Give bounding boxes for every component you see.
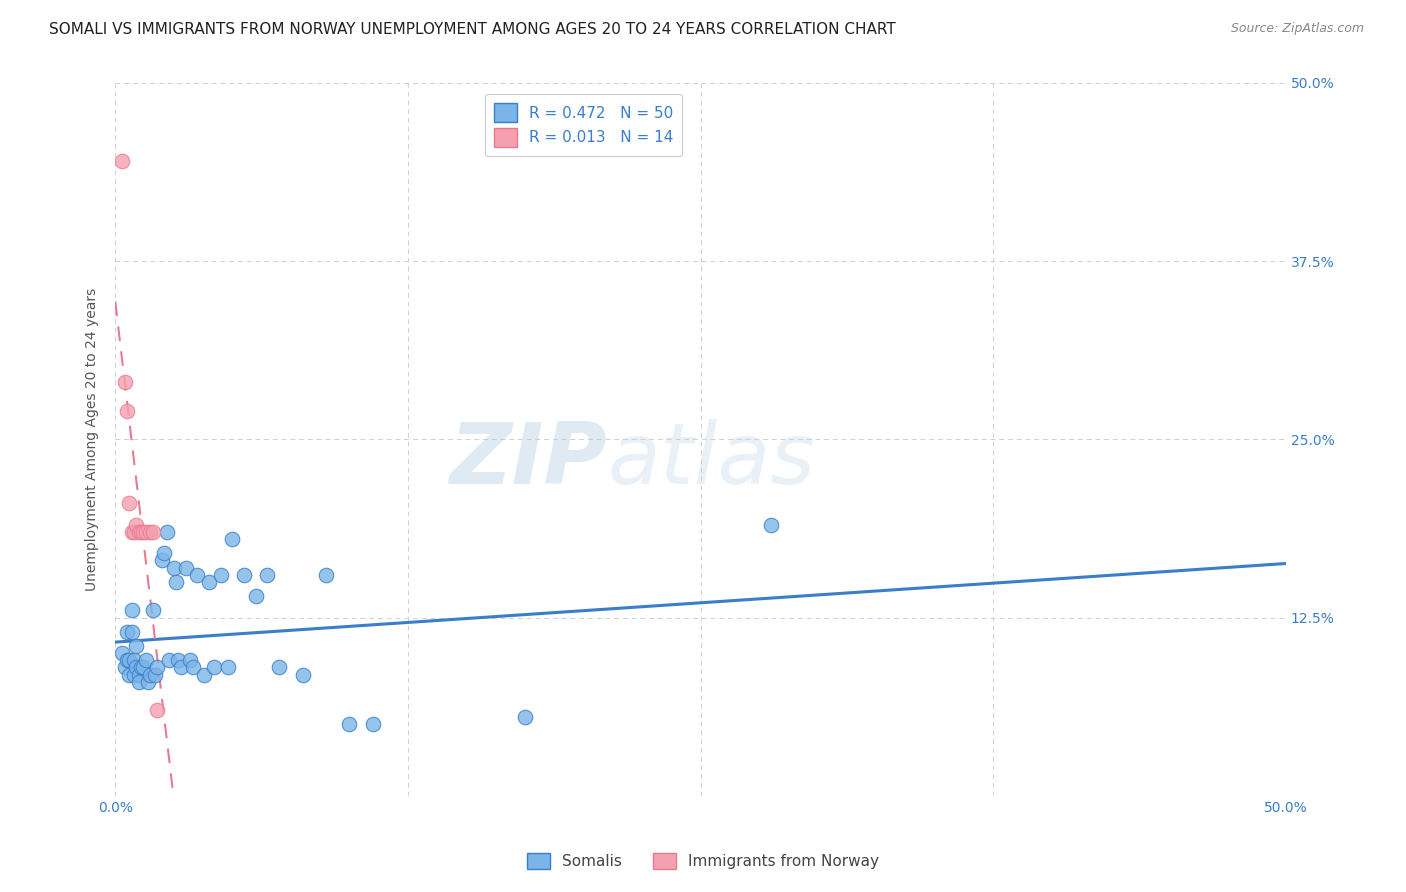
Point <box>209 567 232 582</box>
Point <box>174 560 197 574</box>
Point <box>179 653 201 667</box>
Point <box>513 710 536 724</box>
Text: SOMALI VS IMMIGRANTS FROM NORWAY UNEMPLOYMENT AMONG AGES 20 TO 24 YEARS CORRELAT: SOMALI VS IMMIGRANTS FROM NORWAY UNEMPLO… <box>49 22 896 37</box>
Point <box>125 517 148 532</box>
Point <box>114 660 136 674</box>
Text: Source: ZipAtlas.com: Source: ZipAtlas.com <box>1230 22 1364 36</box>
Point <box>136 674 159 689</box>
Point <box>217 660 239 674</box>
Point <box>198 574 221 589</box>
Point <box>122 524 145 539</box>
Point <box>143 667 166 681</box>
Point <box>361 717 384 731</box>
Point <box>118 496 141 510</box>
Point <box>221 532 243 546</box>
Point <box>125 639 148 653</box>
Point <box>121 624 143 639</box>
Point <box>233 567 256 582</box>
Point <box>269 660 291 674</box>
Point <box>129 524 152 539</box>
Point <box>139 524 162 539</box>
Point <box>135 524 157 539</box>
Point <box>153 546 176 560</box>
Point <box>759 517 782 532</box>
Point <box>118 667 141 681</box>
Point <box>146 703 169 717</box>
Point <box>186 567 208 582</box>
Point <box>114 376 136 390</box>
Point <box>291 667 314 681</box>
Point <box>118 653 141 667</box>
Text: ZIP: ZIP <box>450 419 607 502</box>
Point <box>121 524 143 539</box>
Point <box>132 660 155 674</box>
Legend: R = 0.472   N = 50, R = 0.013   N = 14: R = 0.472 N = 50, R = 0.013 N = 14 <box>485 95 682 156</box>
Point <box>256 567 278 582</box>
Point <box>139 667 162 681</box>
Point <box>150 553 173 567</box>
Point <box>157 653 180 667</box>
Point <box>125 660 148 674</box>
Y-axis label: Unemployment Among Ages 20 to 24 years: Unemployment Among Ages 20 to 24 years <box>86 288 100 591</box>
Legend: Somalis, Immigrants from Norway: Somalis, Immigrants from Norway <box>522 847 884 875</box>
Point <box>132 524 155 539</box>
Point <box>115 653 138 667</box>
Point <box>170 660 193 674</box>
Point <box>315 567 337 582</box>
Point <box>128 524 150 539</box>
Point <box>115 404 138 418</box>
Point <box>339 717 361 731</box>
Point <box>111 154 134 169</box>
Point <box>142 603 165 617</box>
Point <box>122 653 145 667</box>
Point <box>128 667 150 681</box>
Point <box>128 674 150 689</box>
Point <box>181 660 204 674</box>
Point <box>245 589 267 603</box>
Text: atlas: atlas <box>607 419 815 502</box>
Point <box>163 560 186 574</box>
Point <box>111 646 134 660</box>
Point <box>115 624 138 639</box>
Point <box>193 667 215 681</box>
Point <box>122 667 145 681</box>
Point <box>156 524 179 539</box>
Point <box>165 574 187 589</box>
Point <box>121 603 143 617</box>
Point <box>135 653 157 667</box>
Point <box>142 524 165 539</box>
Point <box>146 660 169 674</box>
Point <box>129 660 152 674</box>
Point <box>202 660 225 674</box>
Point <box>167 653 190 667</box>
